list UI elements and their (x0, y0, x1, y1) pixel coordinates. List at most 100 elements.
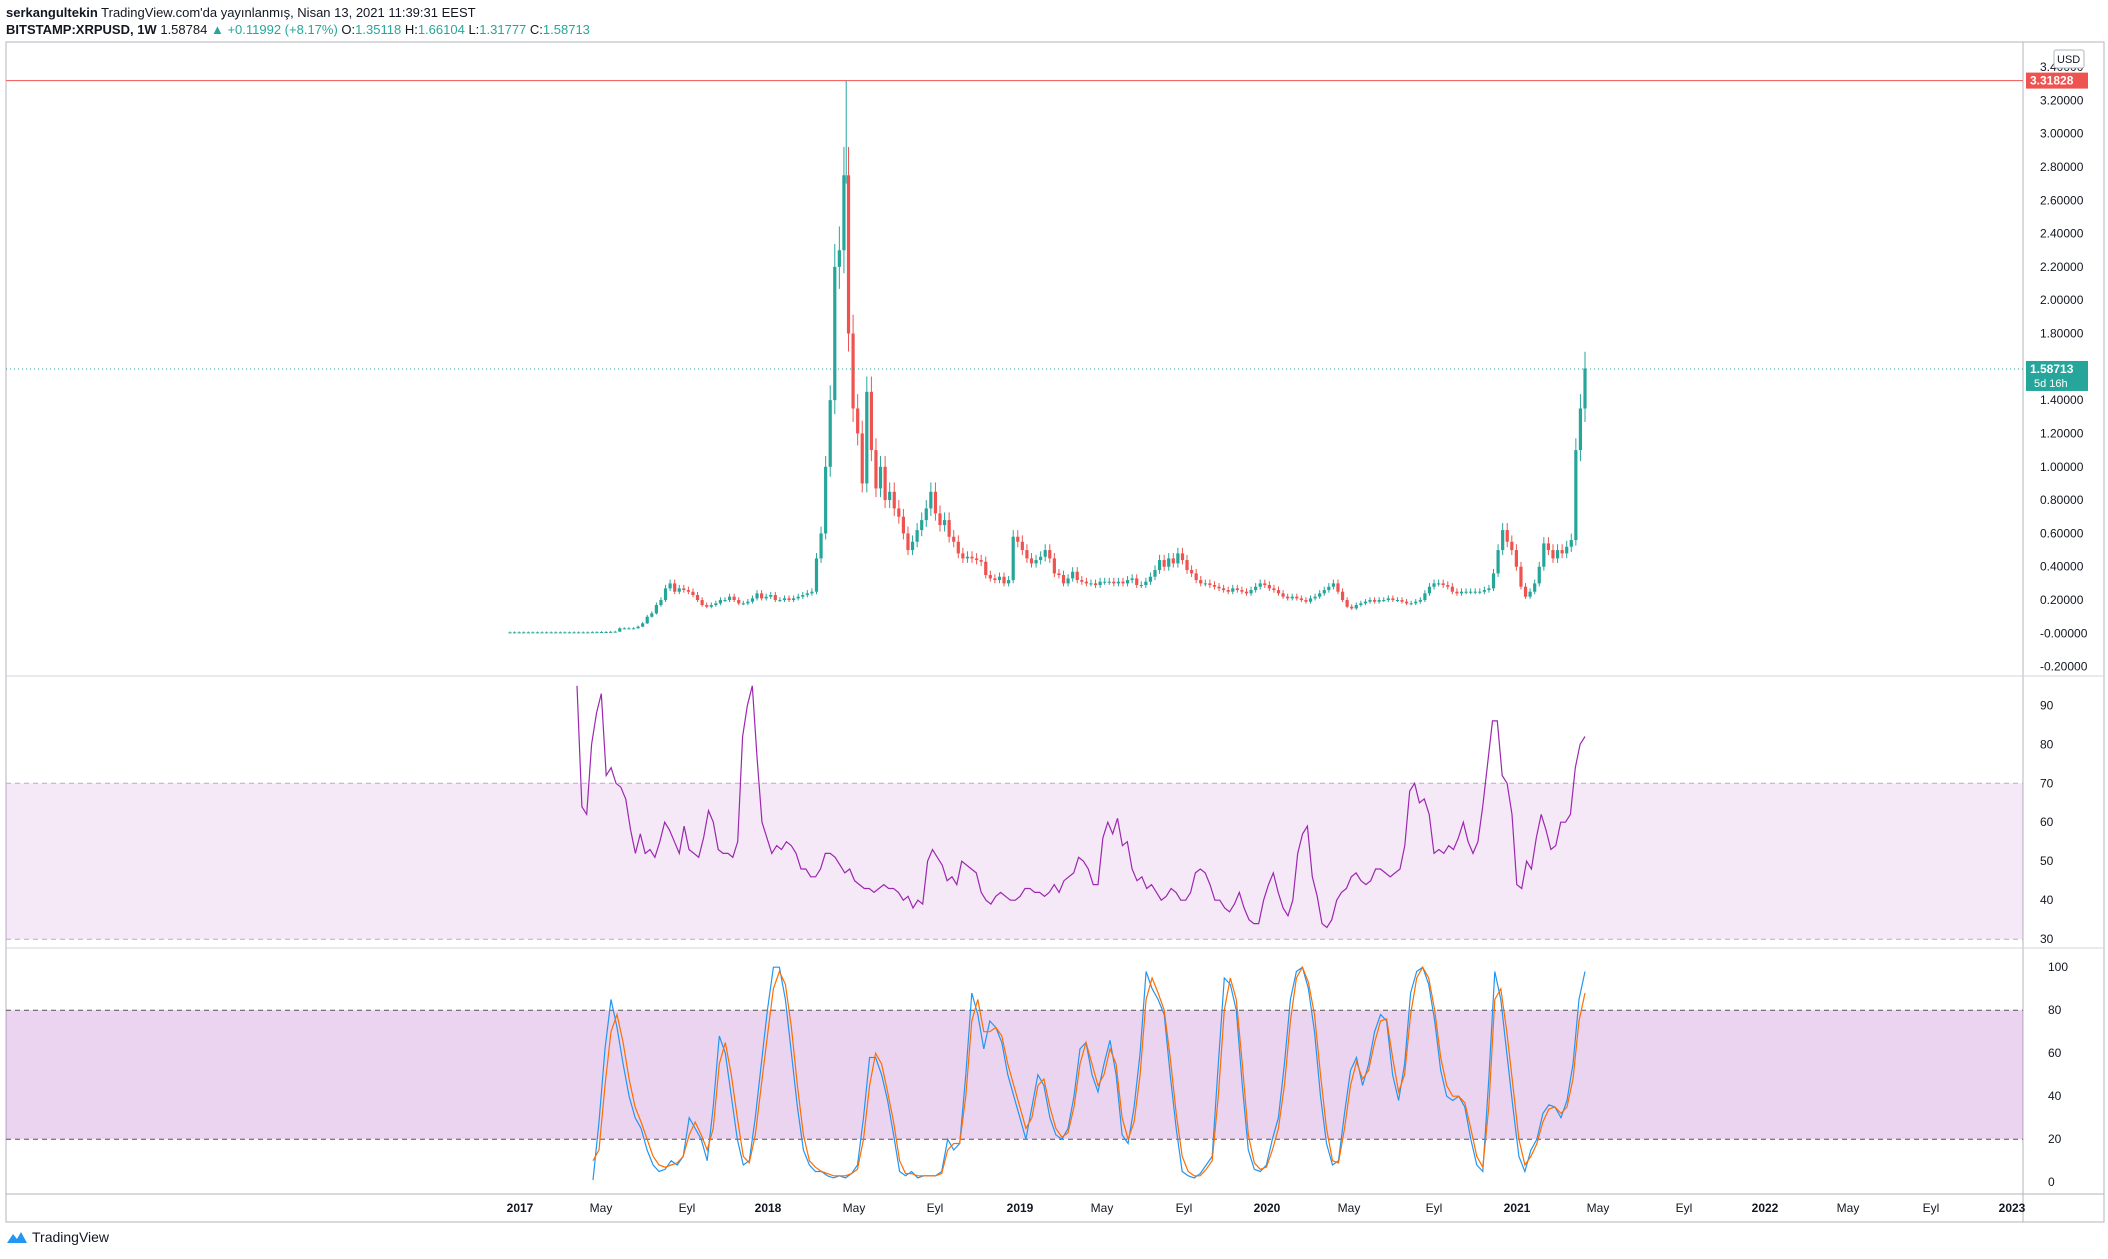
candle-body (869, 391, 873, 451)
candle-body (1565, 546, 1569, 554)
candle-body (837, 250, 841, 267)
candle-body (1071, 571, 1075, 579)
time-tick-label: 2020 (1254, 1201, 1281, 1215)
candle-body (1249, 590, 1253, 594)
ohlc-line: BITSTAMP:XRPUSD, 1W 1.58784 ▲ +0.11992 (… (6, 21, 590, 38)
candle-body (1286, 596, 1290, 599)
candle-body (691, 591, 695, 596)
candle-body (1039, 556, 1043, 561)
price-tick-label: 2.80000 (2040, 160, 2084, 174)
time-tick-label: May (590, 1201, 613, 1215)
candle-body (1203, 583, 1207, 585)
candle-body (512, 632, 517, 634)
candle-body (1272, 588, 1276, 591)
rsi-tick-label: 50 (2040, 854, 2054, 868)
candle-body (1189, 570, 1194, 574)
price-tick-label: 3.20000 (2040, 93, 2084, 107)
candle-body (650, 613, 654, 617)
candle-body (1400, 600, 1404, 602)
candle-body (1254, 586, 1258, 591)
candle-body (938, 513, 942, 526)
candle-body (883, 466, 887, 501)
candle-body (1052, 558, 1056, 574)
publisher-name[interactable]: serkangultekin (6, 5, 98, 20)
candle-body (1441, 583, 1445, 586)
candle-body (1199, 580, 1203, 584)
candle-body (974, 558, 979, 561)
last-price: 1.58784 (160, 22, 208, 37)
candle-body (618, 628, 622, 632)
candle-body (1377, 600, 1381, 602)
candle-body (897, 508, 901, 517)
candle-body (1473, 591, 1477, 593)
candle-body (599, 632, 604, 634)
candle-body (1368, 600, 1372, 602)
candle-body (1217, 586, 1221, 589)
candle-body (1148, 576, 1153, 582)
candle-body (604, 632, 608, 634)
candle-body (755, 593, 759, 599)
candle-body (636, 626, 640, 629)
candle-body (1359, 603, 1363, 606)
candle-body (554, 632, 558, 634)
candle-body (622, 628, 626, 630)
candle-body (741, 603, 745, 605)
rsi-line (576, 685, 1586, 929)
candle-body (1372, 600, 1377, 602)
stoch-tick-label: 0 (2048, 1175, 2055, 1189)
candle-body (609, 631, 613, 633)
price-tick-label: 2.60000 (2040, 193, 2084, 207)
candle-body (810, 591, 814, 594)
candle-body (522, 632, 526, 634)
candle-body (1331, 583, 1336, 587)
candle-body (586, 632, 590, 634)
candle-body (1034, 560, 1038, 564)
candle-body (1011, 536, 1015, 581)
candle-body (581, 632, 585, 634)
candle-body (1208, 583, 1212, 586)
candle-body (782, 598, 787, 601)
price-tick-label: 2.40000 (2040, 227, 2084, 241)
close-label: C: (529, 22, 543, 37)
candle-body (1299, 598, 1303, 601)
stoch-tick-label: 60 (2048, 1046, 2062, 1060)
candle-body (1171, 558, 1175, 564)
price-tick-label: -0.00000 (2040, 626, 2088, 640)
candle-body (1391, 598, 1395, 601)
candle-body (1125, 580, 1130, 584)
candle-body (1066, 578, 1070, 584)
tradingview-logo[interactable]: TradingView (6, 1229, 109, 1245)
tradingview-logo-icon (7, 1232, 27, 1243)
symbol-label[interactable]: BITSTAMP:XRPUSD, 1W (6, 22, 157, 37)
candle-body (595, 632, 599, 634)
candle-body (659, 600, 663, 606)
candle-body (1469, 591, 1473, 593)
candle-body (1020, 541, 1024, 551)
candle-body (1098, 581, 1102, 586)
candle-body (965, 556, 970, 559)
time-tick-label: 2021 (1504, 1201, 1531, 1215)
candle-body (1222, 588, 1226, 591)
candle-body (1510, 541, 1514, 551)
candle-body (567, 632, 572, 634)
candle-body (906, 533, 910, 551)
candle-body (997, 576, 1002, 581)
candle-body (558, 632, 562, 634)
candle-body (1533, 583, 1537, 592)
candle-body (1505, 530, 1509, 542)
candle-body (1354, 605, 1358, 609)
candle-body (1555, 550, 1560, 559)
price-tick-label: 0.60000 (2040, 526, 2084, 540)
candle-body (1450, 586, 1454, 592)
candle-body (613, 631, 617, 633)
candle-body (1263, 583, 1267, 586)
candle-body (1116, 581, 1121, 584)
time-tick-label: Eyl (1426, 1201, 1443, 1215)
candle-body (572, 632, 576, 634)
candle-body (814, 558, 819, 592)
candle-body (1295, 596, 1299, 599)
published-line: serkangultekin TradingView.com'da yayınl… (6, 4, 590, 21)
candle-body (1025, 550, 1029, 559)
candle-body (933, 491, 938, 514)
